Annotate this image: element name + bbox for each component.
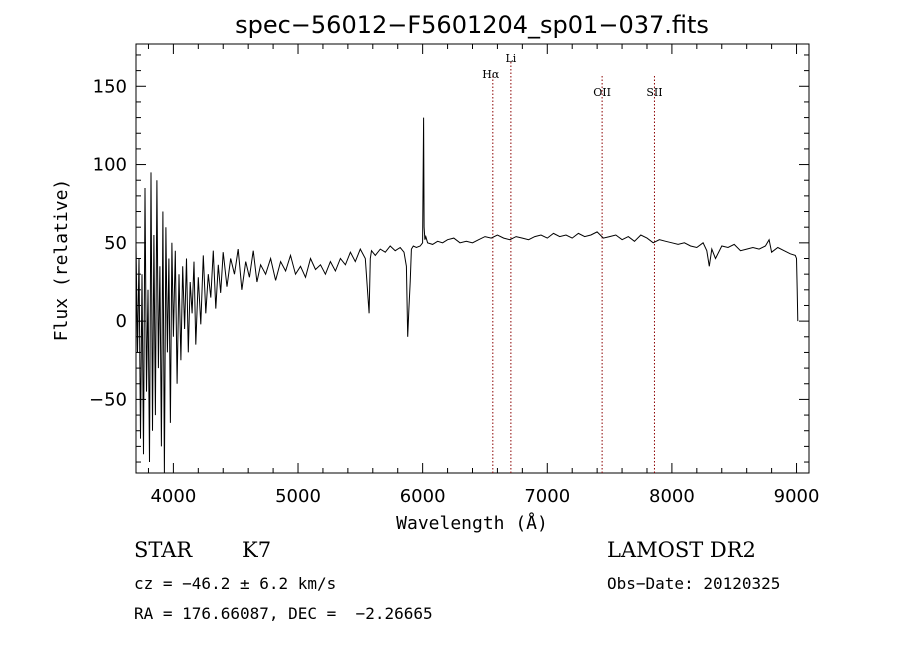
x-axis-label: Wavelength (Å) [396, 512, 548, 534]
x-tick-label-1: 5000 [275, 486, 321, 507]
y-tick-label-1: 0 [116, 311, 127, 332]
x-axis-ticks: 4000 5000 6000 7000 8000 9000 [147, 44, 820, 507]
y-tick-label-4: 150 [93, 76, 127, 97]
object-class: STAR [134, 538, 193, 562]
x-tick-label-0: 4000 [150, 486, 196, 507]
spectrum-series [135, 117, 799, 474]
chart-title: spec−56012−F5601204_sp01−037.fits [235, 11, 709, 39]
line-marker-label-3: SII [646, 86, 662, 99]
line-marker-label-1: Li [505, 52, 516, 65]
y-axis-label: Flux (relative) [51, 179, 72, 342]
y-axis-ticks: −50 0 50 100 150 [89, 54, 809, 463]
observation-date: Obs−Date: 20120325 [607, 574, 781, 593]
line-markers: Hα Li OII SII [482, 52, 663, 473]
y-tick-label-3: 100 [93, 155, 127, 176]
line-marker-label-2: OII [593, 86, 611, 99]
y-tick-label-2: 50 [104, 233, 127, 254]
x-tick-label-2: 6000 [400, 486, 446, 507]
x-tick-label-4: 8000 [649, 486, 695, 507]
redshift-line: cz = −46.2 ± 6.2 km/s [134, 574, 337, 593]
coordinates-line: RA = 176.66087, DEC = −2.26665 [134, 604, 433, 623]
survey-name: LAMOST DR2 [607, 538, 756, 562]
x-tick-label-5: 9000 [774, 486, 820, 507]
line-marker-label-0: Hα [482, 68, 500, 81]
object-subclass: K7 [242, 538, 272, 562]
spectrum-line [135, 117, 799, 474]
y-tick-label-0: −50 [89, 389, 127, 410]
x-tick-label-3: 7000 [524, 486, 570, 507]
